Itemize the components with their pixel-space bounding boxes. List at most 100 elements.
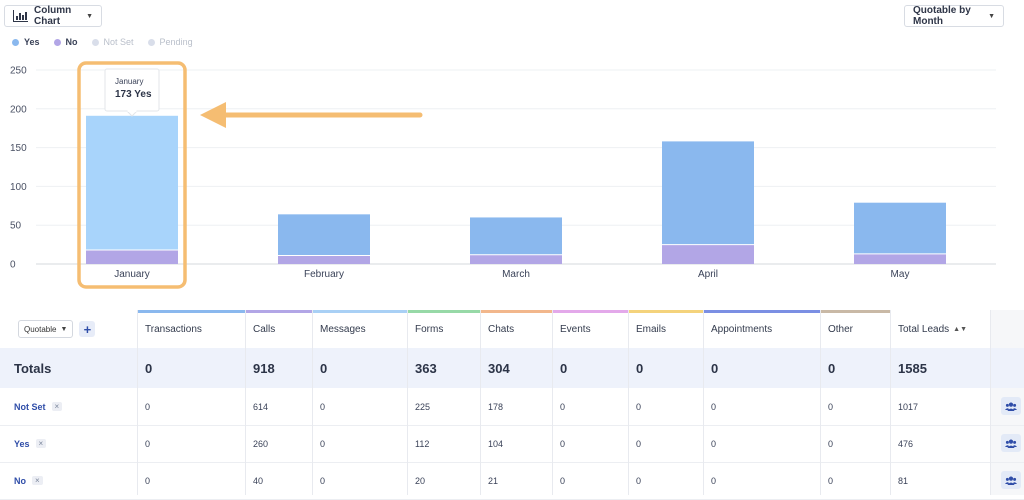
totals-value: 0 [636,360,644,376]
cell-value: 0 [145,438,151,449]
table-cell: 20 [407,462,480,499]
totals-cell: 0 [312,348,407,388]
cell-value: 0 [320,475,326,486]
add-column-button[interactable]: + [79,321,96,337]
bar-yes[interactable] [278,214,370,256]
totals-value: 363 [415,360,437,376]
bar-no[interactable] [662,244,754,264]
column-header[interactable]: Messages [312,310,407,348]
column-divider [820,310,821,495]
column-divider [890,310,891,495]
bar-no[interactable] [278,255,370,264]
bar-no[interactable] [470,254,562,264]
table-cell: 178 [480,388,552,425]
totals-label: Totals [6,348,137,388]
remove-filter-icon[interactable]: × [35,439,47,448]
table-cell: 0 [820,425,890,462]
totals-value: 0 [320,360,328,376]
bar-no[interactable] [854,253,946,264]
column-header[interactable]: Events [552,310,628,348]
table-cell: 0 [552,462,628,499]
column-divider [312,310,313,495]
table-cell: 476 [890,425,990,462]
table-cell: 0 [703,462,820,499]
totals-value: 304 [488,360,510,376]
column-header-label: Emails [636,323,667,335]
people-icon [1005,439,1017,448]
column-divider [703,310,704,495]
row-label-text[interactable]: Not Set [14,401,46,412]
cell-value: 81 [898,475,909,486]
table-cell: 81 [890,462,990,499]
group-by-dropdown[interactable]: Quotable by Month ▼ [904,5,1004,27]
cell-value: 476 [898,438,914,449]
legend-item-not-set[interactable]: Not Set [91,37,134,47]
view-contacts-button[interactable] [1001,434,1021,452]
legend-dot [12,38,19,46]
column-header[interactable]: Other [820,310,890,348]
bar-yes[interactable] [854,202,946,254]
row-label-text[interactable]: No [14,475,26,486]
cell-value: 614 [253,401,269,412]
y-tick-label: 100 [10,182,27,193]
tooltip-value: 173 Yes [115,89,152,100]
sort-icon[interactable]: ▲▼ [953,325,968,333]
totals-cell: 0 [137,348,245,388]
totals-value: 0 [560,360,568,376]
legend-dot [147,38,155,46]
group-by-label: Quotable by Month [913,5,971,27]
y-tick-label: 250 [10,66,27,77]
totals-value: 918 [253,360,275,376]
column-header[interactable]: Forms [407,310,480,348]
table-row: Yes × 0 260 0 112 104 0 0 0 0 476 [0,425,1024,463]
column-header[interactable]: Total Leads ▲▼ [890,310,990,348]
cell-value: 0 [320,438,326,449]
totals-cell: 1585 [890,348,990,388]
column-header[interactable]: Calls [245,310,312,348]
chart-type-dropdown[interactable]: Column Chart ▼ [4,5,102,27]
row-label-text[interactable]: Yes [14,438,30,449]
cell-value: 0 [320,401,326,412]
view-contacts-button[interactable] [1001,397,1021,415]
x-tick-label: April [698,269,718,280]
row-label: No × [6,462,137,499]
remove-filter-icon[interactable]: × [32,476,43,485]
table-cell: 225 [407,388,480,425]
legend-item-pending[interactable]: Pending [147,37,193,47]
column-header-label: Total Leads [898,323,950,335]
annotation-arrow-head [200,102,226,128]
legend-label: No [65,37,78,47]
bar-yes[interactable] [470,217,562,255]
legend-item-yes[interactable]: Yes [12,37,40,47]
totals-cell: 0 [820,348,890,388]
cell-value: 0 [828,475,834,486]
y-tick-label: 0 [10,260,16,271]
column-header[interactable]: Emails [628,310,703,348]
cell-value: 178 [488,401,504,412]
quotable-filter-select[interactable]: Quotable ▼ [18,320,74,338]
bar-yes[interactable] [662,141,754,245]
row-label: Yes × [6,425,137,462]
bar-no[interactable] [86,250,178,264]
column-header[interactable]: Chats [480,310,552,348]
legend-item-no[interactable]: No [53,37,78,47]
column-divider [480,310,481,495]
column-header-label: Calls [253,323,276,335]
table-cell: 21 [480,462,552,499]
legend-label: Pending [159,37,193,47]
chevron-down-icon: ▼ [60,325,68,333]
x-tick-label: May [891,269,910,280]
cell-value: 0 [711,438,717,449]
bar-yes[interactable] [86,115,178,251]
column-header-label: Other [828,323,854,335]
column-header[interactable]: Appointments [703,310,820,348]
remove-filter-icon[interactable]: × [51,402,63,411]
cell-value: 0 [145,475,151,486]
totals-cell: 0 [552,348,628,388]
totals-value: 0 [145,360,153,376]
cell-value: 0 [145,401,151,412]
table-cell: 0 [137,425,245,462]
column-header[interactable]: Transactions [137,310,245,348]
table-cell: 0 [628,388,703,425]
view-contacts-button[interactable] [1001,471,1021,489]
